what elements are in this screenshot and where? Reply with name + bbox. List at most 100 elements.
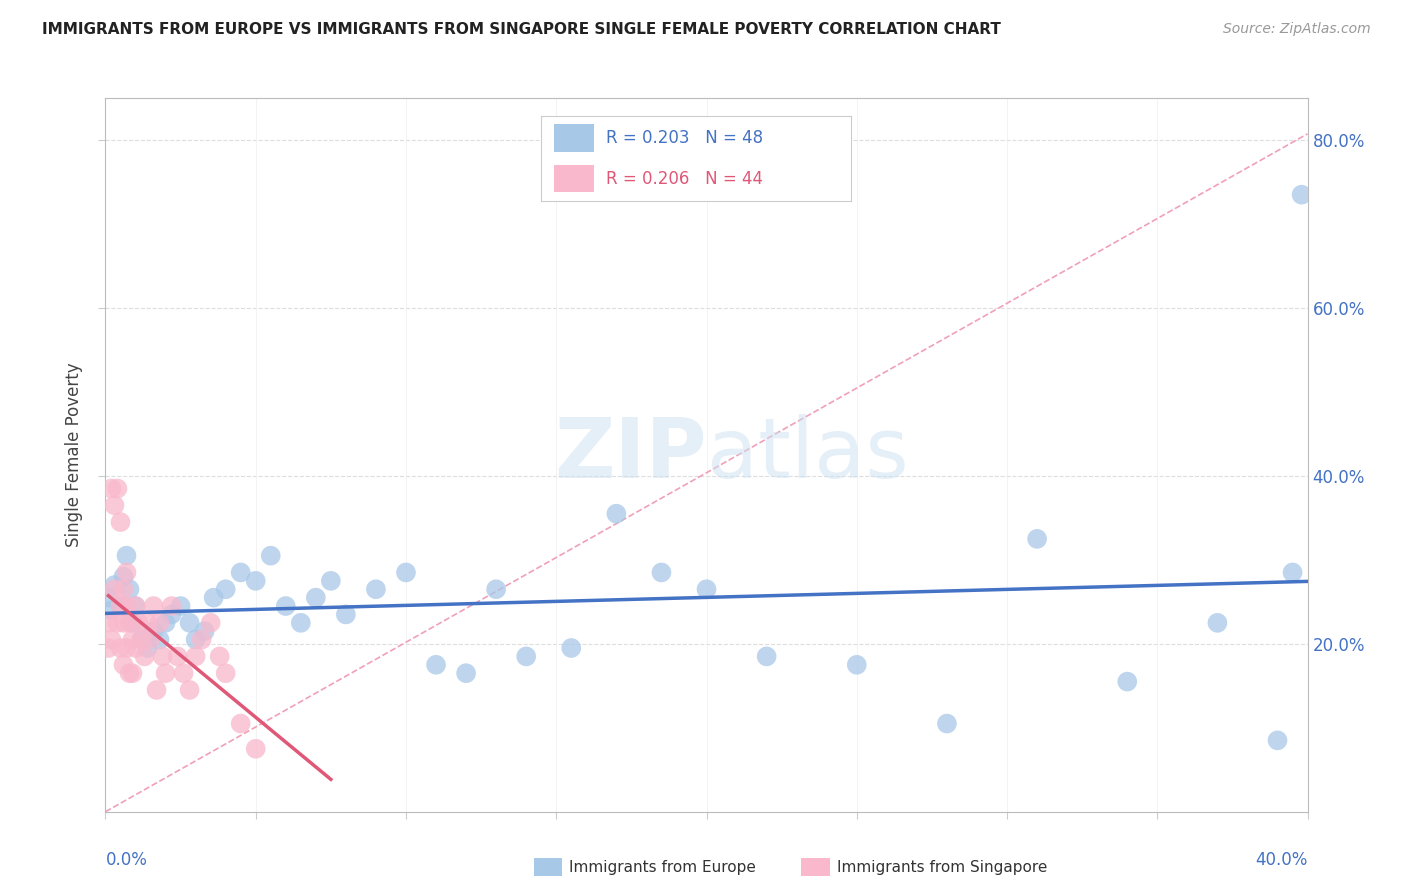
Point: [121, 666, 143, 681]
Text: IMMIGRANTS FROM EUROPE VS IMMIGRANTS FROM SINGAPORE SINGLE FEMALE POVERTY CORREL: IMMIGRANTS FROM EUROPE VS IMMIGRANTS FRO…: [42, 22, 1001, 37]
Point: [115, 599, 138, 613]
Point: [194, 624, 217, 639]
Point: [124, 599, 146, 613]
Point: [1291, 187, 1313, 202]
Point: [124, 599, 146, 613]
Point: [454, 666, 477, 681]
Point: [160, 607, 183, 622]
Point: [319, 574, 342, 588]
Point: [115, 566, 138, 580]
Point: [425, 657, 447, 672]
Point: [142, 624, 165, 639]
Point: [121, 615, 143, 630]
Point: [1267, 733, 1289, 747]
Point: [115, 549, 138, 563]
Point: [134, 649, 156, 664]
Point: [131, 632, 153, 647]
Point: [155, 666, 177, 681]
Point: [184, 649, 207, 664]
Point: [118, 666, 141, 681]
Point: [605, 507, 627, 521]
Point: [112, 657, 135, 672]
Point: [208, 649, 231, 664]
Point: [184, 632, 207, 647]
Point: [335, 607, 357, 622]
Point: [214, 666, 236, 681]
Point: [145, 683, 167, 698]
Point: [560, 640, 582, 655]
Bar: [554, 165, 593, 192]
Point: [100, 482, 122, 496]
Point: [1026, 532, 1049, 546]
Point: [103, 582, 125, 597]
Text: 0.0%: 0.0%: [105, 851, 148, 869]
Point: [173, 666, 195, 681]
Point: [103, 578, 125, 592]
Point: [118, 615, 141, 630]
Point: [112, 569, 135, 583]
Point: [1281, 566, 1303, 580]
Text: R = 0.203   N = 48: R = 0.203 N = 48: [606, 129, 763, 147]
Point: [1206, 615, 1229, 630]
Point: [1116, 674, 1139, 689]
Point: [515, 649, 537, 664]
Point: [152, 649, 174, 664]
Point: [169, 599, 191, 613]
Point: [100, 632, 122, 647]
Point: [274, 599, 297, 613]
Point: [229, 566, 252, 580]
Point: [190, 632, 212, 647]
Bar: [554, 124, 593, 152]
Point: [160, 599, 183, 613]
Text: Immigrants from Singapore: Immigrants from Singapore: [837, 860, 1047, 874]
Point: [395, 566, 418, 580]
Point: [110, 599, 132, 613]
Point: [290, 615, 312, 630]
Point: [121, 632, 143, 647]
Point: [100, 603, 122, 617]
Point: [97, 615, 120, 630]
Point: [136, 640, 159, 655]
Point: [305, 591, 328, 605]
Point: [260, 549, 283, 563]
Point: [136, 615, 159, 630]
Text: ZIP: ZIP: [554, 415, 707, 495]
Point: [110, 515, 132, 529]
Point: [650, 566, 672, 580]
Point: [845, 657, 868, 672]
Point: [202, 591, 225, 605]
Point: [142, 599, 165, 613]
Point: [755, 649, 778, 664]
Point: [131, 632, 153, 647]
Point: [107, 615, 129, 630]
Point: [103, 498, 125, 512]
Point: [115, 640, 138, 655]
Point: [245, 574, 267, 588]
Point: [118, 582, 141, 597]
Point: [112, 615, 135, 630]
Point: [179, 615, 201, 630]
Point: [139, 632, 162, 647]
Point: [485, 582, 508, 597]
Text: Immigrants from Europe: Immigrants from Europe: [569, 860, 756, 874]
Point: [200, 615, 222, 630]
Point: [110, 640, 132, 655]
Point: [97, 640, 120, 655]
Point: [179, 683, 201, 698]
Point: [229, 716, 252, 731]
Point: [936, 716, 959, 731]
Point: [214, 582, 236, 597]
Point: [166, 649, 188, 664]
Point: [245, 741, 267, 756]
Point: [155, 615, 177, 630]
Point: [148, 615, 170, 630]
Text: 40.0%: 40.0%: [1256, 851, 1308, 869]
Text: Source: ZipAtlas.com: Source: ZipAtlas.com: [1223, 22, 1371, 37]
Point: [112, 582, 135, 597]
Point: [128, 615, 150, 630]
Point: [148, 632, 170, 647]
Point: [110, 599, 132, 613]
Text: atlas: atlas: [707, 415, 908, 495]
Point: [696, 582, 718, 597]
Point: [124, 640, 146, 655]
